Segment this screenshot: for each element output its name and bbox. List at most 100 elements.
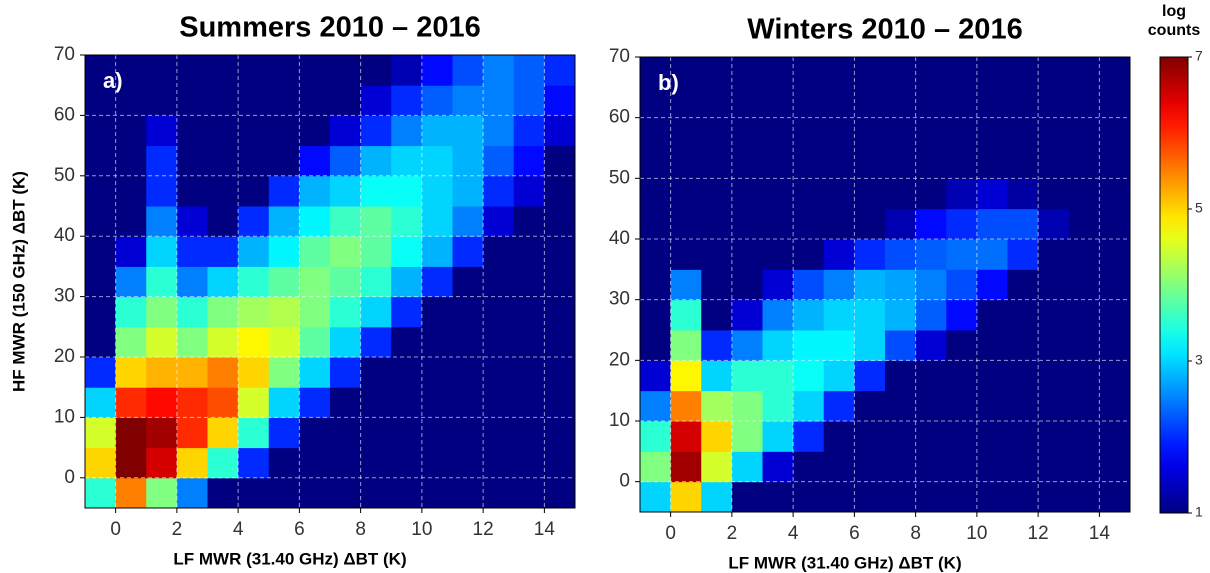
heatmap-cell <box>1068 208 1100 240</box>
heatmap-cell <box>115 417 147 449</box>
heatmap-cell <box>176 115 208 147</box>
x-tick-label: 14 <box>1089 523 1111 544</box>
heatmap-cell <box>1068 299 1100 331</box>
heatmap-cell <box>391 417 423 449</box>
colorbar-tick-label: 3 <box>1195 352 1203 368</box>
heatmap-cell <box>544 115 576 147</box>
heatmap-cell <box>670 87 702 119</box>
heatmap-cell <box>207 477 239 509</box>
heatmap-cell <box>701 330 733 361</box>
heatmap-cell <box>640 451 672 483</box>
heatmap-cell <box>391 447 423 479</box>
heatmap-cell <box>483 387 515 418</box>
heatmap-cell <box>452 55 484 86</box>
heatmap-cell <box>421 85 453 116</box>
heatmap-cell <box>268 447 300 479</box>
x-tick-label: 8 <box>910 523 921 544</box>
heatmap-cell <box>976 117 1008 149</box>
heatmap-cell <box>1007 451 1039 483</box>
heatmap-cell <box>1038 390 1070 422</box>
heatmap-cell <box>885 481 917 513</box>
heatmap-cell <box>701 208 733 240</box>
heatmap-cell <box>207 115 239 147</box>
heatmap-cell <box>513 447 545 479</box>
heatmap-cell <box>854 390 886 422</box>
heatmap-cell <box>238 236 270 267</box>
heatmap-cell <box>762 330 794 361</box>
heatmap-cell <box>207 175 239 207</box>
y-tick-label: 0 <box>619 471 630 492</box>
heatmap-cell <box>115 115 147 147</box>
heatmap-cell <box>670 421 702 452</box>
heatmap-cell <box>544 175 576 207</box>
heatmap-cell <box>330 266 362 298</box>
heatmap-cell <box>701 148 733 179</box>
heatmap-cell <box>299 296 331 328</box>
x-tick-label: 6 <box>849 523 860 544</box>
heatmap-cell <box>115 175 147 207</box>
heatmap-cell <box>640 178 672 210</box>
heatmap-cell <box>176 417 208 449</box>
heatmap-cell <box>330 296 362 328</box>
heatmap-cell <box>885 451 917 483</box>
heatmap-cell <box>483 447 515 479</box>
heatmap-cell <box>1099 148 1131 179</box>
heatmap-cell <box>513 115 545 147</box>
heatmap-cell <box>452 236 484 267</box>
heatmap-cell <box>946 57 978 88</box>
heatmap-cell <box>731 148 763 179</box>
heatmap-cell <box>360 206 392 237</box>
panel-label: b) <box>658 70 679 95</box>
heatmap-cell <box>823 178 855 210</box>
heatmap-cell <box>299 145 331 177</box>
heatmap-cell <box>360 477 392 509</box>
heatmap-cell <box>670 239 702 270</box>
heatmap-cell <box>701 360 733 392</box>
heatmap-cell <box>640 269 672 301</box>
heatmap-cell <box>946 269 978 301</box>
heatmap-cell <box>513 206 545 237</box>
heatmap-cell <box>762 481 794 513</box>
heatmap-cell <box>146 417 178 449</box>
heatmap-cell <box>670 390 702 422</box>
heatmap-cell <box>946 178 978 210</box>
heatmap-cell <box>513 387 545 418</box>
heatmap-cell <box>1068 269 1100 301</box>
heatmap-cell <box>1038 451 1070 483</box>
heatmap-cell <box>1068 330 1100 361</box>
heatmap-cell <box>85 85 117 116</box>
heatmap-cell <box>915 360 947 392</box>
x-axis-label: LF MWR (31.40 GHz) ΔBT (K) <box>728 553 961 572</box>
heatmap-cell <box>391 236 423 267</box>
heatmap-cell <box>452 387 484 418</box>
heatmap-cell <box>1068 178 1100 210</box>
heatmap-cell <box>176 357 208 388</box>
heatmap-cell <box>544 236 576 267</box>
heatmap-cell <box>762 208 794 240</box>
heatmap-cell <box>885 117 917 149</box>
heatmap-cell <box>299 387 331 418</box>
heatmap-cell <box>762 57 794 88</box>
heatmap-cell <box>885 57 917 88</box>
y-tick-label: 70 <box>609 46 630 67</box>
heatmap-cell <box>946 148 978 179</box>
heatmap-cell <box>146 145 178 177</box>
heatmap-cell <box>854 481 886 513</box>
heatmap-cell <box>483 85 515 116</box>
heatmap-cell <box>793 481 825 513</box>
heatmap-cell <box>146 477 178 509</box>
heatmap-cell <box>544 417 576 449</box>
heatmap-cell <box>85 206 117 237</box>
heatmap-cell <box>640 421 672 452</box>
heatmap-cell <box>207 447 239 479</box>
y-tick-label: 20 <box>609 349 630 370</box>
heatmap-cell <box>1007 330 1039 361</box>
heatmap-cell <box>268 387 300 418</box>
heatmap-cell <box>513 55 545 86</box>
heatmap-cell <box>854 269 886 301</box>
heatmap-cell <box>823 330 855 361</box>
heatmap-cell <box>360 417 392 449</box>
heatmap-cell <box>238 175 270 207</box>
heatmap-cell <box>85 175 117 207</box>
x-tick-label: 2 <box>727 523 738 544</box>
